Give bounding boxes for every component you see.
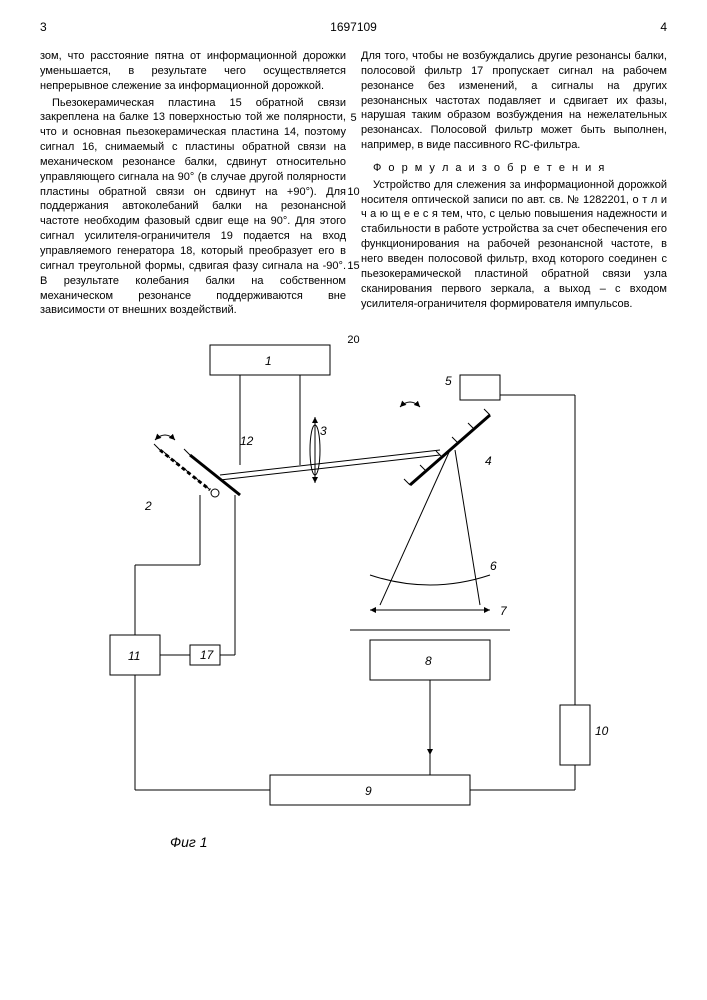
svg-text:4: 4 [485, 454, 492, 468]
left-column: зом, что расстояние пятна от информацион… [40, 49, 346, 320]
svg-text:3: 3 [320, 424, 327, 438]
svg-text:7: 7 [500, 604, 508, 618]
line-number: 15 [347, 259, 359, 274]
svg-text:1: 1 [265, 354, 272, 368]
svg-text:2: 2 [144, 499, 152, 513]
right-p2: Устройство для слежения за информационно… [361, 178, 667, 312]
svg-text:8: 8 [425, 654, 432, 668]
figure-label: Фиг 1 [170, 834, 208, 850]
left-p1: зом, что расстояние пятна от информацион… [40, 49, 346, 94]
page-number-left: 3 [40, 20, 47, 34]
svg-text:10: 10 [595, 724, 609, 738]
svg-text:9: 9 [365, 784, 372, 798]
right-column: Для того, чтобы не возбуждались другие р… [361, 49, 667, 320]
svg-text:12: 12 [240, 434, 254, 448]
page-number-right: 4 [660, 20, 667, 34]
formula-title: Ф о р м у л а и з о б р е т е н и я [361, 161, 667, 176]
left-p2: Пьезокерамическая пластина 15 обратной с… [40, 96, 346, 319]
text-columns: 5 10 15 20 зом, что расстояние пятна от … [40, 49, 667, 320]
document-number: 1697109 [47, 20, 661, 34]
page-header: 3 1697109 4 [40, 20, 667, 34]
patent-page: 3 1697109 4 5 10 15 20 зом, что расстоян… [0, 0, 707, 1000]
line-number: 5 [350, 111, 356, 126]
diagram-svg: 12345678910111217 [40, 335, 667, 855]
svg-text:17: 17 [200, 648, 215, 662]
svg-text:5: 5 [445, 374, 452, 388]
line-number: 10 [347, 185, 359, 200]
svg-text:6: 6 [490, 559, 497, 573]
right-p1: Для того, чтобы не возбуждались другие р… [361, 49, 667, 153]
svg-text:11: 11 [128, 649, 140, 663]
figure-1-diagram: 12345678910111217 Фиг 1 [40, 335, 667, 855]
